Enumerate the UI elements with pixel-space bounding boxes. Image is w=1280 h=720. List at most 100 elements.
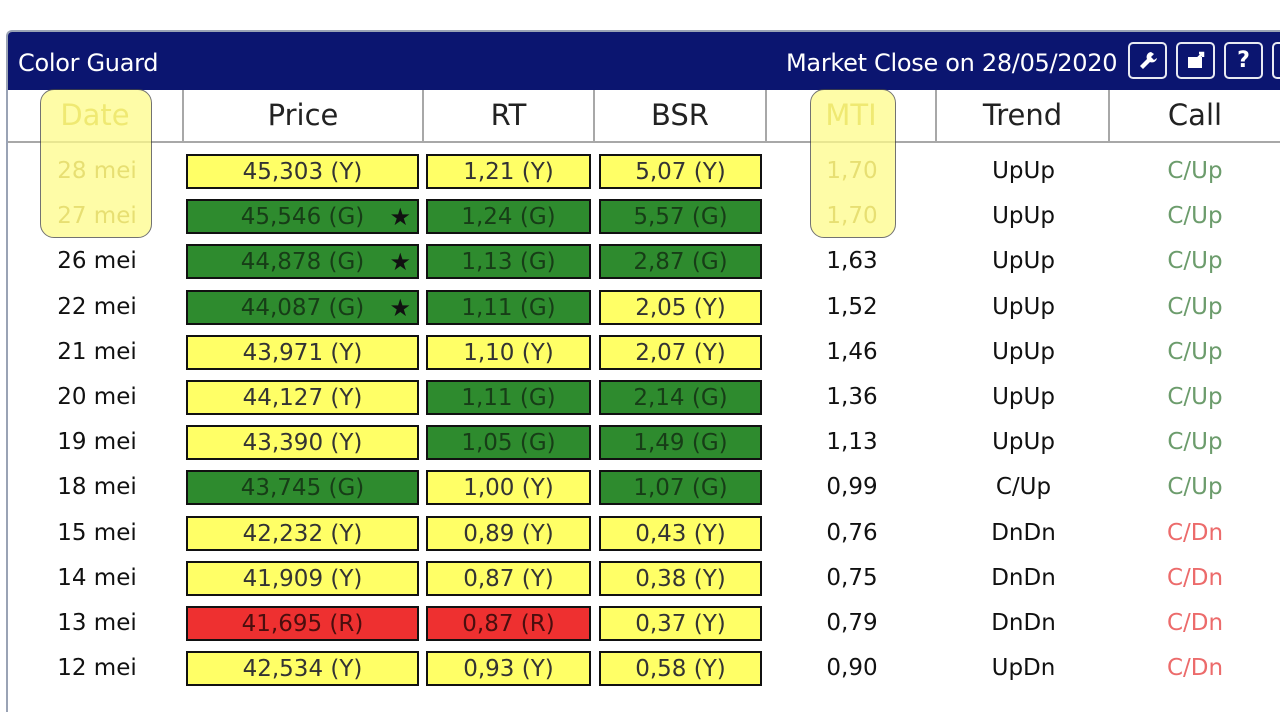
color-guard-window: Color Guard Market Close on 28/05/2020 ?… bbox=[6, 30, 1280, 712]
table-row[interactable]: 12 mei 42,534 (Y) 0,93 (Y) 0,58 (Y) 0,90 UpDn… bbox=[8, 646, 1280, 691]
column-header-price[interactable]: Price bbox=[184, 90, 424, 141]
table-row[interactable]: 18 mei 43,745 (G) 1,00 (Y) 1,07 (G) 0,99 C/Up… bbox=[8, 465, 1280, 510]
price-value: 44,087 (G) bbox=[240, 294, 365, 321]
price-cell: 42,232 (Y) bbox=[186, 515, 419, 551]
date-cell: 12 mei bbox=[57, 655, 137, 682]
title-bar: Color Guard Market Close on 28/05/2020 ? bbox=[8, 32, 1280, 90]
table-row[interactable]: 20 mei 44,127 (Y) 1,11 (G) 2,14 (G) 1,36 UpUp… bbox=[8, 375, 1280, 420]
table-row[interactable]: 15 mei 42,232 (Y) 0,89 (Y) 0,43 (Y) 0,76 DnDn… bbox=[8, 511, 1280, 556]
bsr-cell: 0,58 (Y) bbox=[599, 651, 762, 687]
trend-cell: UpDn bbox=[991, 655, 1056, 682]
bsr-cell: 2,87 (G) bbox=[599, 244, 762, 280]
table-row[interactable]: 13 mei 41,695 (R) 0,87 (R) 0,37 (Y) 0,79 DnDn… bbox=[8, 601, 1280, 646]
help-button[interactable]: ? bbox=[1224, 42, 1263, 79]
price-cell: 45,303 (Y) bbox=[186, 154, 419, 189]
price-cell: 42,534 (Y) bbox=[186, 651, 419, 687]
trend-cell: UpUp bbox=[992, 338, 1055, 365]
price-value: 44,878 (G) bbox=[240, 249, 365, 276]
date-cell: 22 mei bbox=[57, 293, 137, 320]
call-cell: C/Dn bbox=[1166, 655, 1224, 682]
price-value: 43,745 (G) bbox=[240, 475, 365, 502]
trend-cell: C/Up bbox=[995, 474, 1052, 501]
mti-cell: 0,99 bbox=[826, 474, 878, 501]
date-cell: 26 mei bbox=[57, 248, 137, 275]
price-value: 41,695 (R) bbox=[241, 611, 364, 637]
star-icon: ★ bbox=[389, 248, 411, 277]
app-title: Color Guard bbox=[18, 49, 159, 77]
trend-cell: UpUp bbox=[992, 429, 1055, 456]
call-cell: C/Up bbox=[1167, 293, 1223, 320]
table-row[interactable]: 21 mei 43,971 (Y) 1,10 (Y) 2,07 (Y) 1,46 UpUp… bbox=[8, 330, 1280, 375]
table-row[interactable]: 14 mei 41,909 (Y) 0,87 (Y) 0,38 (Y) 0,75 DnDn… bbox=[8, 556, 1280, 601]
date-cell: 18 mei bbox=[57, 474, 137, 501]
star-icon: ★ bbox=[389, 203, 411, 232]
settings-button[interactable] bbox=[1128, 42, 1167, 79]
table-row[interactable]: 27 mei45,546 (G)★1,24 (G)5,57 (G)1,70UpU… bbox=[8, 194, 1280, 239]
mti-cell: 1,52 bbox=[826, 293, 878, 320]
trend-cell: UpUp bbox=[992, 293, 1055, 320]
price-cell: 43,745 (G) bbox=[186, 470, 419, 506]
call-cell: C/Up bbox=[1167, 203, 1223, 230]
date-cell: 20 mei bbox=[57, 384, 137, 410]
call-cell: C/Dn bbox=[1166, 564, 1224, 591]
export-icon bbox=[1187, 51, 1204, 68]
table-header: Date Price RT BSR MTI Trend Call bbox=[8, 90, 1280, 143]
rt-cell: 0,93 (Y) bbox=[426, 651, 591, 687]
column-header-rt[interactable]: RT bbox=[424, 90, 595, 141]
price-cell: 44,087 (G) ★ bbox=[186, 289, 419, 325]
date-cell: 15 mei bbox=[57, 519, 137, 546]
bsr-cell: 2,07 (Y) bbox=[599, 334, 762, 370]
table-row[interactable]: 28 mei45,303 (Y)1,21 (Y)5,07 (Y)1,70UpUp… bbox=[8, 149, 1280, 194]
price-value: 42,232 (Y) bbox=[242, 520, 363, 547]
table-row[interactable]: 22 mei 44,087 (G) ★ 1,11 (G) 2,05 (Y) 1,52 UpU… bbox=[8, 285, 1280, 330]
call-cell: C/Up bbox=[1167, 384, 1223, 410]
date-cell: 21 mei bbox=[57, 338, 137, 365]
price-value: 43,971 (Y) bbox=[242, 339, 363, 366]
call-cell: C/Up bbox=[1167, 158, 1223, 184]
column-header-call[interactable]: Call bbox=[1167, 98, 1223, 132]
rt-cell: 1,24 (G) bbox=[426, 199, 591, 235]
bsr-cell: 5,07 (Y) bbox=[599, 154, 762, 189]
table-row[interactable]: 19 mei 43,390 (Y) 1,05 (G) 1,49 (G) 1,13 UpUp… bbox=[8, 420, 1280, 465]
bsr-cell: 0,43 (Y) bbox=[599, 515, 762, 551]
column-header-trend[interactable]: Trend bbox=[937, 90, 1110, 141]
column-header-bsr[interactable]: BSR bbox=[595, 90, 767, 141]
mti-cell: 0,75 bbox=[826, 564, 878, 591]
price-cell: 43,390 (Y) bbox=[186, 425, 419, 461]
price-value: 45,303 (Y) bbox=[242, 159, 363, 185]
call-cell: C/Up bbox=[1167, 429, 1223, 456]
export-button[interactable] bbox=[1176, 42, 1215, 79]
trend-cell: UpUp bbox=[992, 384, 1055, 410]
mti-cell: 0,90 bbox=[826, 655, 878, 682]
call-cell: C/Up bbox=[1167, 474, 1223, 501]
rt-cell: 0,89 (Y) bbox=[426, 515, 591, 551]
price-cell: 44,127 (Y) bbox=[186, 380, 419, 415]
market-close-label: Market Close on 28/05/2020 bbox=[786, 49, 1118, 77]
price-cell: 45,546 (G) ★ bbox=[186, 199, 419, 235]
bsr-cell: 1,07 (G) bbox=[599, 470, 762, 506]
bsr-cell: 1,49 (G) bbox=[599, 425, 762, 461]
date-cell: 13 mei bbox=[57, 610, 137, 636]
bsr-cell: 2,14 (G) bbox=[599, 380, 762, 415]
wrench-icon bbox=[1139, 52, 1157, 69]
star-icon: ★ bbox=[389, 293, 411, 322]
rt-cell: 1,11 (G) bbox=[426, 289, 591, 325]
trend-cell: DnDn bbox=[991, 610, 1056, 636]
trend-cell: UpUp bbox=[992, 203, 1055, 230]
call-cell: C/Up bbox=[1167, 248, 1223, 275]
more-button[interactable] bbox=[1272, 42, 1280, 79]
rt-cell: 1,00 (Y) bbox=[426, 470, 591, 506]
table-row[interactable]: 26 mei 44,878 (G) ★ 1,13 (G) 2,87 (G) 1,63 UpU… bbox=[8, 239, 1280, 284]
mti-cell: 1,13 bbox=[826, 429, 878, 456]
call-cell: C/Dn bbox=[1166, 610, 1224, 636]
trend-cell: DnDn bbox=[991, 519, 1056, 546]
bsr-cell: 0,38 (Y) bbox=[599, 560, 762, 596]
price-cell: 43,971 (Y) bbox=[186, 334, 419, 370]
bsr-cell: 0,37 (Y) bbox=[599, 606, 762, 641]
mti-cell: 1,36 bbox=[826, 384, 878, 410]
price-value: 45,546 (G) bbox=[240, 204, 365, 231]
price-cell: 41,909 (Y) bbox=[186, 560, 419, 596]
question-icon: ? bbox=[1237, 48, 1250, 73]
rt-cell: 1,11 (G) bbox=[426, 380, 591, 415]
trend-cell: UpUp bbox=[992, 158, 1055, 184]
